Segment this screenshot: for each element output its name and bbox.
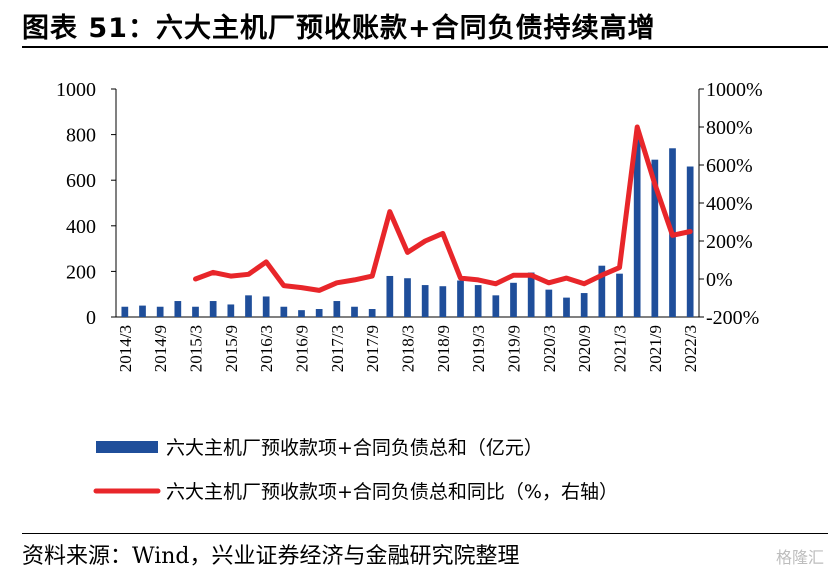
- x-tick-label: 2021/3: [611, 325, 630, 372]
- left-tick-label: 1000: [56, 79, 96, 101]
- bar: [633, 139, 641, 317]
- bar: [651, 159, 659, 317]
- x-tick-label: 2017/3: [328, 325, 347, 372]
- source-divider: [22, 533, 828, 534]
- page-title: 图表 51：六大主机厂预收账款+合同负债持续高增: [22, 13, 656, 44]
- bar: [492, 295, 500, 317]
- x-tick-label: 2016/3: [257, 325, 276, 372]
- right-tick-label: -200%: [706, 307, 759, 329]
- right-tick-labels: -200% 0% 200% 400% 600% 800% 1000%: [699, 79, 763, 329]
- x-tick-label: 2022/3: [681, 325, 700, 372]
- bar: [298, 310, 305, 317]
- right-tick-label: 800%: [706, 117, 753, 139]
- bar: [563, 297, 570, 317]
- bar: [192, 306, 199, 317]
- chart: 0 200 400 600 800 1000 -200% 0% 200% 400% 600% 800…: [56, 79, 763, 503]
- bar: [280, 306, 288, 317]
- x-tick-label: 2020/9: [575, 325, 594, 372]
- bar: [598, 265, 606, 317]
- left-tick-labels: 0 200 400 600 800 1000: [56, 79, 116, 329]
- legend-bar-label: 六大主机厂预收款项+合同负债总和（亿元）: [166, 437, 543, 459]
- x-tick-label: 2017/9: [363, 325, 382, 372]
- bar-series: [121, 139, 694, 317]
- x-tick-label: 2015/9: [222, 325, 241, 372]
- left-tick-label: 800: [66, 125, 96, 147]
- right-tick-label: 1000%: [706, 79, 763, 101]
- x-tick-label: 2019/3: [469, 325, 488, 372]
- right-tick-label: 600%: [706, 155, 753, 177]
- bar: [580, 293, 588, 317]
- source-note: 资料来源：Wind，兴业证券经济与金融研究院整理: [22, 544, 520, 569]
- bar: [439, 286, 447, 317]
- bar: [686, 166, 694, 317]
- x-tick-label: 2018/9: [434, 325, 453, 372]
- bar: [262, 296, 270, 317]
- bar: [386, 275, 394, 317]
- x-tick-label: 2020/3: [540, 325, 559, 372]
- bar: [510, 282, 517, 317]
- right-tick-label: 0%: [706, 269, 733, 291]
- bar: [333, 301, 341, 317]
- x-tick-label: 2014/3: [116, 325, 135, 372]
- right-tick-label: 200%: [706, 231, 753, 253]
- x-tick-label: 2019/9: [505, 325, 524, 372]
- bar: [139, 305, 146, 317]
- right-tick-label: 400%: [706, 193, 753, 215]
- legend: 六大主机厂预收款项+合同负债总和（亿元） 六大主机厂预收款项+合同负债总和同比（…: [93, 437, 618, 503]
- bar: [457, 280, 464, 317]
- bar: [156, 306, 164, 317]
- x-tick-label: 2014/9: [151, 325, 170, 372]
- bar: [351, 306, 358, 317]
- bar: [174, 301, 182, 317]
- line-series: [193, 124, 693, 293]
- bar: [527, 272, 535, 317]
- bar: [315, 309, 323, 317]
- bar: [474, 285, 482, 317]
- bar: [227, 304, 235, 317]
- title-divider: [22, 46, 828, 48]
- bar: [368, 309, 376, 317]
- watermark: 格隆汇: [775, 548, 824, 567]
- bar: [245, 295, 252, 317]
- bar: [421, 285, 429, 317]
- x-tick-label: 2018/3: [399, 325, 418, 372]
- bar: [209, 301, 217, 317]
- x-tick-label: 2021/9: [646, 325, 665, 372]
- legend-bar-swatch: [96, 441, 158, 453]
- left-tick-label: 200: [66, 261, 96, 283]
- x-tick-labels: 2014/3 2014/9 2015/3 2015/9 2016/3 2016/9 2017…: [116, 325, 700, 372]
- bar: [545, 289, 553, 317]
- bar: [616, 273, 623, 317]
- left-tick-label: 600: [66, 170, 96, 192]
- left-tick-label: 400: [66, 216, 96, 238]
- bar: [404, 278, 411, 317]
- yoy-line: [193, 124, 693, 293]
- x-tick-label: 2015/3: [187, 325, 206, 372]
- bar: [121, 306, 129, 317]
- legend-line-label: 六大主机厂预收款项+合同负债总和同比（%，右轴）: [166, 481, 618, 503]
- x-tick-label: 2016/9: [293, 325, 312, 372]
- left-tick-label: 0: [86, 307, 96, 329]
